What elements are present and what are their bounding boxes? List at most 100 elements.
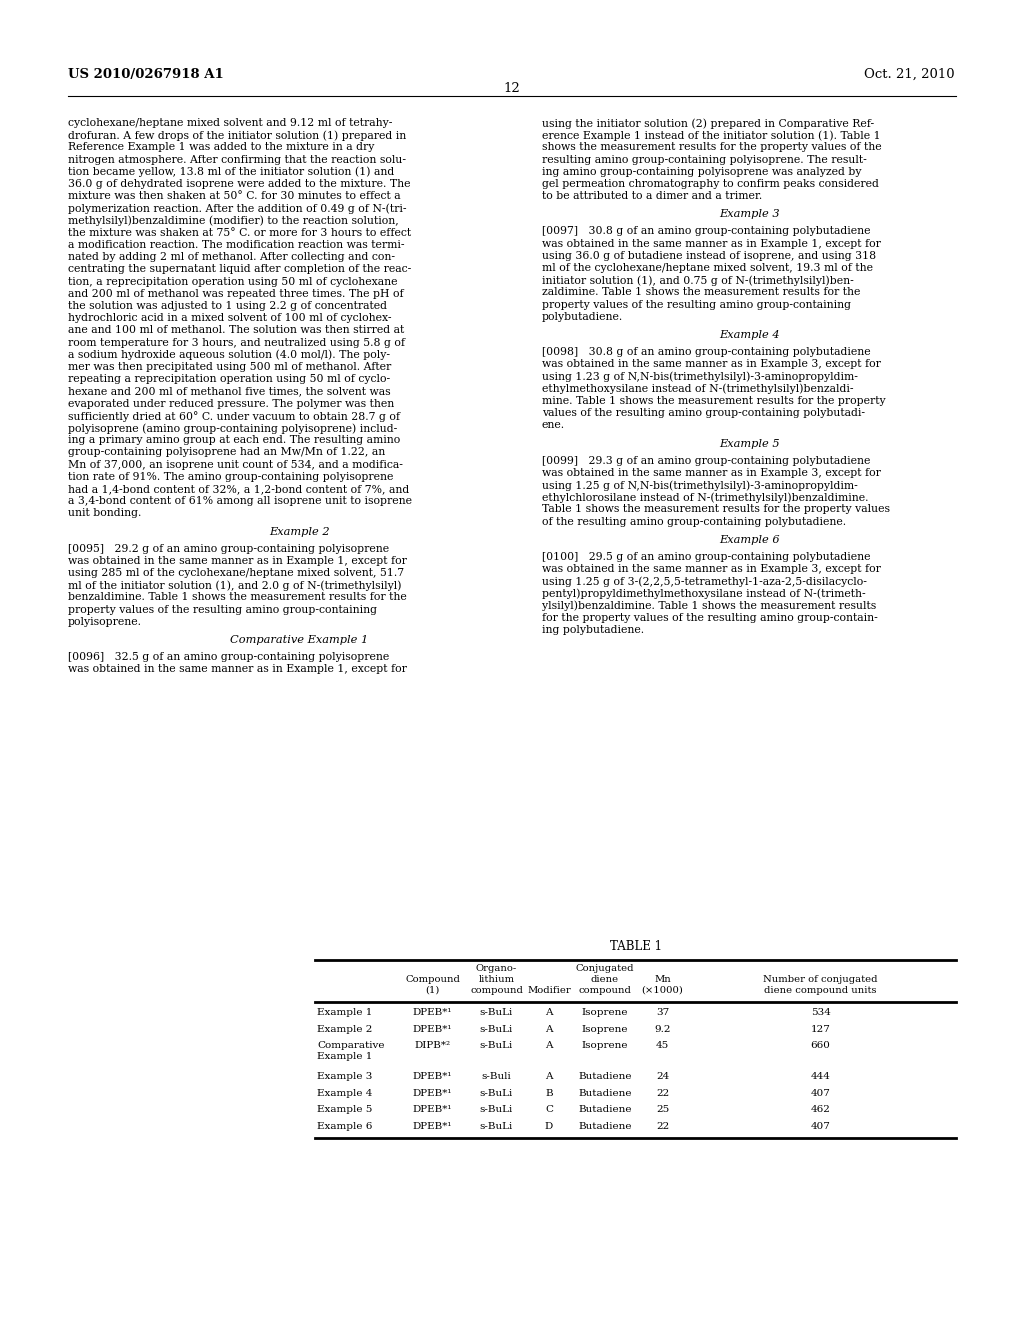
Text: Example 1: Example 1 [317,1008,373,1016]
Text: (×1000): (×1000) [642,986,683,995]
Text: 462: 462 [811,1105,830,1114]
Text: Example 1: Example 1 [317,1052,373,1061]
Text: polymerization reaction. After the addition of 0.49 g of N-(tri-: polymerization reaction. After the addit… [68,203,407,214]
Text: 25: 25 [656,1105,669,1114]
Text: using 1.23 g of N,N-bis(trimethylsilyl)-3-aminopropyldim-: using 1.23 g of N,N-bis(trimethylsilyl)-… [542,371,858,381]
Text: zaldimine. Table 1 shows the measurement results for the: zaldimine. Table 1 shows the measurement… [542,288,860,297]
Text: tion rate of 91%. The amino group-containing polyisoprene: tion rate of 91%. The amino group-contai… [68,471,393,482]
Text: property values of the resulting amino group-containing: property values of the resulting amino g… [68,605,377,615]
Text: Number of conjugated: Number of conjugated [763,975,878,983]
Text: B: B [545,1089,553,1098]
Text: nitrogen atmosphere. After confirming that the reaction solu-: nitrogen atmosphere. After confirming th… [68,154,406,165]
Text: using 1.25 g of 3-(2,2,5,5-tetramethyl-1-aza-2,5-disilacyclo-: using 1.25 g of 3-(2,2,5,5-tetramethyl-1… [542,577,867,587]
Text: gel permeation chromatography to confirm peaks considered: gel permeation chromatography to confirm… [542,180,879,189]
Text: ene.: ene. [542,420,565,430]
Text: drofuran. A few drops of the initiator solution (1) prepared in: drofuran. A few drops of the initiator s… [68,131,407,141]
Text: group-containing polyisoprene had an Mw/Mn of 1.22, an: group-containing polyisoprene had an Mw/… [68,447,385,458]
Text: using 1.25 g of N,N-bis(trimethylsilyl)-3-aminopropyldim-: using 1.25 g of N,N-bis(trimethylsilyl)-… [542,480,858,491]
Text: was obtained in the same manner as in Example 1, except for: was obtained in the same manner as in Ex… [68,556,407,566]
Text: DPEB*¹: DPEB*¹ [413,1089,453,1098]
Text: DPEB*¹: DPEB*¹ [413,1122,453,1131]
Text: 45: 45 [656,1041,669,1049]
Text: a sodium hydroxide aqueous solution (4.0 mol/l). The poly-: a sodium hydroxide aqueous solution (4.0… [68,350,390,360]
Text: [0096]   32.5 g of an amino group-containing polyisoprene: [0096] 32.5 g of an amino group-containi… [68,652,389,663]
Text: [0099]   29.3 g of an amino group-containing polybutadiene: [0099] 29.3 g of an amino group-containi… [542,455,870,466]
Text: initiator solution (1), and 0.75 g of N-(trimethylsilyl)ben-: initiator solution (1), and 0.75 g of N-… [542,276,854,286]
Text: [0097]   30.8 g of an amino group-containing polybutadiene: [0097] 30.8 g of an amino group-containi… [542,227,870,236]
Text: ylsilyl)benzaldimine. Table 1 shows the measurement results: ylsilyl)benzaldimine. Table 1 shows the … [542,601,877,611]
Text: mixture was then shaken at 50° C. for 30 minutes to effect a: mixture was then shaken at 50° C. for 30… [68,191,400,201]
Text: [0098]   30.8 g of an amino group-containing polybutadiene: [0098] 30.8 g of an amino group-containi… [542,347,870,358]
Text: mer was then precipitated using 500 ml of methanol. After: mer was then precipitated using 500 ml o… [68,362,391,372]
Text: diene: diene [591,975,620,983]
Text: DIPB*²: DIPB*² [415,1041,451,1049]
Text: repeating a reprecipitation operation using 50 ml of cyclo-: repeating a reprecipitation operation us… [68,374,390,384]
Text: Isoprene: Isoprene [582,1008,629,1016]
Text: Table 1 shows the measurement results for the property values: Table 1 shows the measurement results fo… [542,504,890,515]
Text: erence Example 1 instead of the initiator solution (1). Table 1: erence Example 1 instead of the initiato… [542,131,881,141]
Text: the mixture was shaken at 75° C. or more for 3 hours to effect: the mixture was shaken at 75° C. or more… [68,228,411,238]
Text: 407: 407 [811,1122,830,1131]
Text: polyisoprene.: polyisoprene. [68,616,142,627]
Text: was obtained in the same manner as in Example 3, except for: was obtained in the same manner as in Ex… [542,359,881,370]
Text: Butadiene: Butadiene [579,1089,632,1098]
Text: for the property values of the resulting amino group-contain-: for the property values of the resulting… [542,612,878,623]
Text: Butadiene: Butadiene [579,1122,632,1131]
Text: 127: 127 [811,1024,830,1034]
Text: s-BuLi: s-BuLi [480,1122,513,1131]
Text: Reference Example 1 was added to the mixture in a dry: Reference Example 1 was added to the mix… [68,143,375,152]
Text: Example 6: Example 6 [317,1122,373,1131]
Text: to be attributed to a dimer and a trimer.: to be attributed to a dimer and a trimer… [542,191,762,201]
Text: 444: 444 [811,1072,830,1081]
Text: Comparative: Comparative [317,1041,384,1049]
Text: using 285 ml of the cyclohexane/heptane mixed solvent, 51.7: using 285 ml of the cyclohexane/heptane … [68,568,404,578]
Text: the solution was adjusted to 1 using 2.2 g of concentrated: the solution was adjusted to 1 using 2.2… [68,301,387,312]
Text: 24: 24 [656,1072,669,1081]
Text: ing amino group-containing polyisoprene was analyzed by: ing amino group-containing polyisoprene … [542,166,861,177]
Text: Example 5: Example 5 [719,438,779,449]
Text: 660: 660 [811,1041,830,1049]
Text: methylsilyl)benzaldimine (modifier) to the reaction solution,: methylsilyl)benzaldimine (modifier) to t… [68,215,398,226]
Text: ethylchlorosilane instead of N-(trimethylsilyl)benzaldimine.: ethylchlorosilane instead of N-(trimethy… [542,492,868,503]
Text: 36.0 g of dehydrated isoprene were added to the mixture. The: 36.0 g of dehydrated isoprene were added… [68,180,411,189]
Text: [0095]   29.2 g of an amino group-containing polyisoprene: [0095] 29.2 g of an amino group-containi… [68,544,389,553]
Text: A: A [545,1008,553,1016]
Text: Example 4: Example 4 [719,330,779,341]
Text: ml of the initiator solution (1), and 2.0 g of N-(trimethylsilyl): ml of the initiator solution (1), and 2.… [68,581,401,591]
Text: 12: 12 [504,82,520,95]
Text: pentyl)propyldimethylmethoxysilane instead of N-(trimeth-: pentyl)propyldimethylmethoxysilane inste… [542,589,865,599]
Text: Example 4: Example 4 [317,1089,373,1098]
Text: diene compound units: diene compound units [764,986,877,995]
Text: polybutadiene.: polybutadiene. [542,312,624,322]
Text: A: A [545,1041,553,1049]
Text: ing polybutadiene.: ing polybutadiene. [542,626,644,635]
Text: 534: 534 [811,1008,830,1016]
Text: resulting amino group-containing polyisoprene. The result-: resulting amino group-containing polyiso… [542,154,866,165]
Text: polyisoprene (amino group-containing polyisoprene) includ-: polyisoprene (amino group-containing pol… [68,422,397,433]
Text: was obtained in the same manner as in Example 3, except for: was obtained in the same manner as in Ex… [542,467,881,478]
Text: ing a primary amino group at each end. The resulting amino: ing a primary amino group at each end. T… [68,436,400,445]
Text: property values of the resulting amino group-containing: property values of the resulting amino g… [542,300,851,310]
Text: lithium: lithium [478,975,515,983]
Text: Isoprene: Isoprene [582,1041,629,1049]
Text: a 3,4-bond content of 61% among all isoprene unit to isoprene: a 3,4-bond content of 61% among all isop… [68,496,412,506]
Text: a modification reaction. The modification reaction was termi-: a modification reaction. The modificatio… [68,240,404,249]
Text: was obtained in the same manner as in Example 1, except for: was obtained in the same manner as in Ex… [542,239,881,248]
Text: 37: 37 [656,1008,669,1016]
Text: was obtained in the same manner as in Example 1, except for: was obtained in the same manner as in Ex… [68,664,407,675]
Text: DPEB*¹: DPEB*¹ [413,1008,453,1016]
Text: and 200 ml of methanol was repeated three times. The pH of: and 200 ml of methanol was repeated thre… [68,289,403,298]
Text: shows the measurement results for the property values of the: shows the measurement results for the pr… [542,143,882,152]
Text: Example 6: Example 6 [719,535,779,545]
Text: 22: 22 [656,1089,669,1098]
Text: ml of the cyclohexane/heptane mixed solvent, 19.3 ml of the: ml of the cyclohexane/heptane mixed solv… [542,263,873,273]
Text: compound: compound [470,986,523,995]
Text: Example 3: Example 3 [719,210,779,219]
Text: DPEB*¹: DPEB*¹ [413,1105,453,1114]
Text: compound: compound [579,986,632,995]
Text: Example 5: Example 5 [317,1105,373,1114]
Text: US 2010/0267918 A1: US 2010/0267918 A1 [68,69,224,81]
Text: Compound: Compound [406,975,460,983]
Text: Example 2: Example 2 [268,527,330,537]
Text: s-BuLi: s-BuLi [480,1089,513,1098]
